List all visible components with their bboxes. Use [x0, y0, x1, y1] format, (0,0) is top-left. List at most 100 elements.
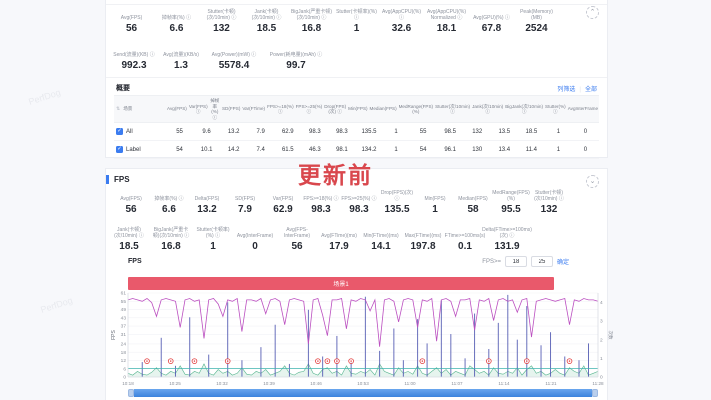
fps-threshold-input-1[interactable] [504, 256, 527, 267]
metric: BigJank(严重卡顿)(次/10min) ⓘ 16.8 [150, 226, 192, 253]
metric-label: BigJank(严重卡顿)(次/10min) ⓘ [152, 226, 190, 239]
select-all-link[interactable]: 全部 [584, 87, 597, 93]
table-header-cell: 掉帧率(%) ⓘ [210, 98, 220, 120]
metric: Drop(FPS)(次) ⓘ 135.5 [378, 189, 416, 216]
metric: Avg(FPS-InterFrame) 56 [276, 226, 318, 253]
metric: Avg(FPS) 56 [112, 189, 150, 215]
svg-text:3: 3 [600, 319, 603, 325]
metric-value: 1 [353, 23, 360, 34]
metric-label: Max(FTime)(ms) [404, 232, 442, 239]
metric-label: Delta(FTime>=100ms)(次) ⓘ [482, 226, 532, 239]
metric: 掉帧率(%) ⓘ 6.6 [154, 8, 199, 34]
metric-label: Avg(GPU)(%) ⓘ [473, 14, 510, 21]
row-checkbox[interactable]: ✓ [116, 128, 123, 135]
table-cell: 13.5 [498, 128, 511, 135]
table-cell: 10.1 [200, 146, 213, 153]
metric-value: 1 [210, 241, 216, 252]
table-header-cell: SD(FPS) [221, 106, 241, 112]
table-cell: 134.2 [361, 146, 377, 153]
sort-icon[interactable]: ⇅ [116, 106, 121, 112]
metric: Send(流量)(KB) ⓘ 992.3 [109, 45, 159, 71]
metric-value: 14.1 [371, 241, 391, 252]
table-cell: 54 [176, 146, 183, 153]
metric: FPS>=18(%) ⓘ 98.3 [302, 189, 340, 215]
table-cell: 0 [583, 128, 588, 135]
fps-panel: FPS ⌄ Avg(FPS) 56 掉帧率(%) ⓘ 6.6 Delta(FPS) 13.… [105, 168, 614, 400]
summary-panel: ⌃ Avg(FPS) 56 掉帧率(%) ⓘ 6.6 Stutter(卡顿)(次/10m… [105, 0, 608, 159]
svg-text:55: 55 [121, 299, 127, 305]
metric-value: 98.3 [311, 204, 331, 215]
metric-value: 992.3 [121, 60, 147, 71]
fps-chart[interactable]: 0 6 12 18 24 31 37 43 49 55 61 0 1 2 3 4 10:18 10:25 10:32… [110, 291, 614, 387]
metric-label: Stutter(卡顿)(次/10min) ⓘ [534, 189, 564, 202]
table-header-cell: Drop(FPS)(次) ⓘ [324, 103, 347, 115]
column-filter-link[interactable]: 列筛选 [557, 87, 576, 93]
metric-label: Avg(FPS) [120, 195, 142, 202]
svg-text:0: 0 [123, 375, 126, 381]
svg-text:11:07: 11:07 [451, 381, 463, 386]
collapse-button[interactable]: ⌃ [586, 6, 599, 19]
metric-value: 18.1 [436, 23, 457, 34]
annotation-before-update: 更新前 [298, 162, 373, 188]
metric: Avg(AppCPU)(%) ⓘ 32.6 [379, 8, 424, 35]
metric-label: Avg(AppCPU)(%) ⓘ [381, 8, 422, 21]
scene-marker-bar: 场景1 [128, 277, 554, 290]
table-cell: 132 [472, 128, 483, 135]
metric-value: 1 [432, 204, 438, 215]
metric-label: Avg(Power)(mW) ⓘ [211, 51, 257, 58]
fps-threshold-filter: FPS>= 确定 [482, 256, 569, 267]
svg-text:FPS: FPS [111, 329, 117, 339]
svg-text:1: 1 [600, 356, 603, 362]
table-cell: 46.3 [309, 146, 321, 153]
brush-left-handle[interactable] [128, 389, 134, 397]
table-cell: 55 [419, 128, 427, 135]
table-header-scene: ⇅ 场景 [114, 104, 166, 114]
metric-label: Avg(流量)(KB/s) [163, 51, 199, 58]
metric: Avg(Power)(mW) ⓘ 5578.4 [203, 45, 265, 71]
chart-brush-scrollbar[interactable] [128, 389, 598, 397]
scene-column-label: 场景 [123, 106, 133, 112]
table-cell: 7.4 [256, 146, 265, 153]
apply-threshold-link[interactable]: 确定 [556, 260, 569, 266]
brush-right-handle[interactable] [592, 389, 598, 397]
table-header-cell: Median(FPS) [369, 106, 397, 112]
metric-value: 197.8 [410, 241, 436, 252]
metric-value: 18.5 [256, 23, 277, 34]
metric: Stutter(卡顿)(次/10min) ⓘ 132 [530, 189, 568, 216]
metric: Var(FPS) 62.9 [264, 189, 302, 215]
table-cell: 98.1 [336, 146, 348, 153]
table-header-cell: Var(FTime) [242, 106, 266, 112]
metric-label: MedRange(FPS)(%) [492, 189, 530, 202]
metric: Avg(FPS) 56 [109, 8, 154, 34]
svg-text:49: 49 [121, 307, 127, 313]
svg-text:10:25: 10:25 [169, 381, 181, 386]
table-cell: 62.9 [281, 128, 294, 135]
brush-active-range[interactable] [134, 389, 592, 397]
fps-metrics-row1: Avg(FPS) 56 掉帧率(%) ⓘ 6.6 Delta(FPS) 13.2 SD(FP… [112, 189, 568, 216]
metric: Jank(卡顿)(次/10min) ⓘ 18.5 [244, 8, 289, 35]
table-links: 列筛选 | 全部 [557, 84, 597, 93]
table-cell: 9.6 [202, 128, 211, 135]
metric: Power(耗电量)(mAh) ⓘ 99.7 [265, 45, 327, 71]
table-cell: 54 [419, 146, 427, 153]
metric-label: Min(FPS) [424, 195, 446, 202]
table-cell: 13.4 [498, 146, 511, 153]
metric-label: Avg(FPS) [120, 14, 143, 21]
fps-threshold-input-2[interactable] [530, 256, 553, 267]
table-header-cell: Avg(FPS) [167, 106, 187, 112]
metric: Jank(卡顿)(次/10min) ⓘ 18.5 [108, 226, 150, 253]
table-header-cell: FPS>=25(%) ⓘ [295, 103, 323, 115]
table-cell: 1 [394, 128, 398, 135]
row-checkbox[interactable]: ✓ [116, 146, 123, 153]
metric-label: 掉帧率(%) ⓘ [154, 195, 184, 202]
metric: Delta(FTime>=100ms)(次) ⓘ 131.9 [482, 226, 532, 253]
table-header-cell: Stutter(%) ⓘ [545, 103, 566, 115]
table-cell: 18.5 [525, 128, 538, 135]
metric-label: Jank(卡顿)(次/10min) ⓘ [114, 226, 144, 239]
collapse-button[interactable]: ⌄ [586, 175, 599, 188]
metric-label: Power(耗电量)(mAh) ⓘ [269, 51, 323, 58]
svg-text:10:32: 10:32 [216, 381, 228, 386]
metric-value: 135.5 [384, 204, 410, 215]
scene-summary-table: ⇅ 场景 Avg(FPS) Var(FPS) ⓘ 掉帧率(%) ⓘ SD(FPS) Var(… [114, 95, 599, 159]
